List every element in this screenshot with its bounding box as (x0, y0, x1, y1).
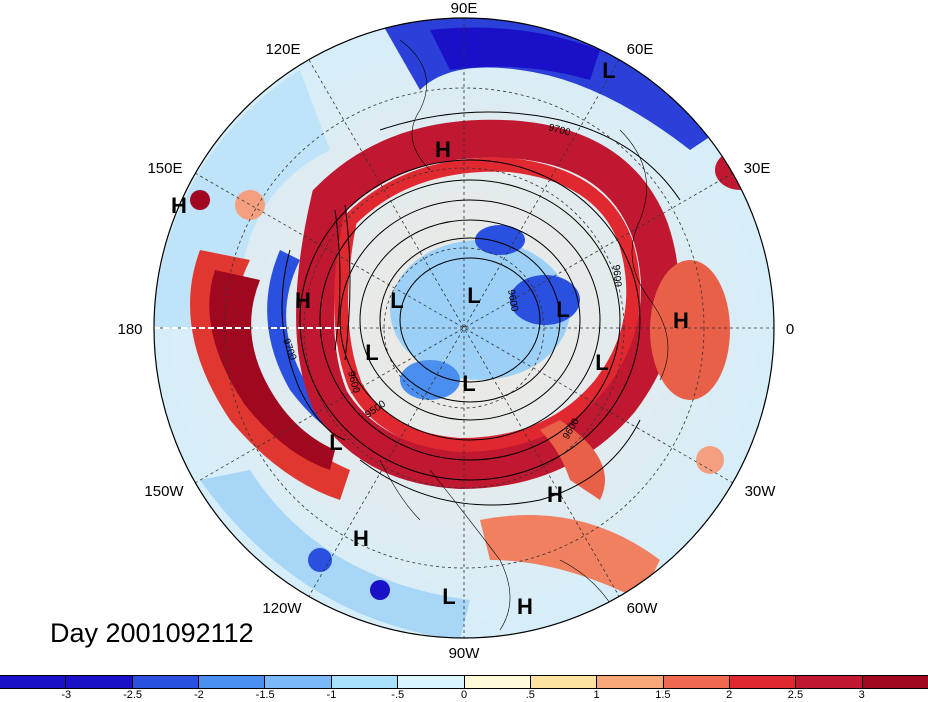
colorbar-tick-labels: -3 -2.5 -2 -1.5 -1 -.5 0 .5 1 1.5 2 2.5 3 (0, 689, 928, 702)
lon-label-upper-left: 120E (265, 41, 300, 58)
longitude-labels: 90E 120E 60E 150E 30E 180 0 150W 30W 120… (117, 0, 794, 662)
pressure-center-label: L (390, 288, 403, 313)
colorbar-swatch (331, 676, 399, 688)
lon-label-lower-right: 60W (627, 600, 659, 617)
colorbar-tick-label: 3 (858, 689, 865, 701)
pressure-center-labels: H L H H L L L L L H L L L H H L H (171, 58, 689, 619)
pressure-center-label: H (547, 482, 563, 507)
colorbar-tick-label: 1.5 (655, 689, 671, 701)
pressure-center-label: H (435, 137, 451, 162)
colorbar-swatch (265, 676, 332, 688)
pressure-center-label: H (171, 193, 187, 218)
lon-label-right-upper: 30E (744, 160, 771, 177)
colorbar-swatch (0, 676, 67, 688)
colorbar-swatch (597, 676, 664, 688)
colorbar-tick-label: -.5 (391, 689, 405, 701)
pressure-center-label: H (295, 288, 311, 313)
colorbar-swatch (796, 676, 863, 688)
map-boundary (153, 17, 775, 639)
pressure-center-label: L (602, 58, 615, 83)
colorbar-swatches (0, 675, 928, 689)
colorbar-tick-label: -1 (326, 689, 337, 701)
pressure-center-label: L (556, 297, 569, 322)
colorbar-swatch (862, 676, 928, 688)
lon-label-top: 90E (451, 0, 478, 17)
pressure-center-label: L (467, 283, 480, 308)
pressure-center-label: L (462, 371, 475, 396)
colorbar-tick-label: 1 (593, 689, 600, 701)
lon-label-left: 180 (117, 321, 142, 338)
lon-label-bottom: 90W (449, 645, 481, 662)
colorbar-swatch (464, 676, 531, 688)
pressure-center-label: L (595, 350, 608, 375)
colorbar-swatch (398, 676, 465, 688)
colorbar-tick-label: -3 (61, 689, 72, 701)
lon-label-left-upper: 150E (147, 160, 182, 177)
colorbar-tick-label: 0 (460, 689, 468, 701)
geopotential-contours (281, 111, 681, 506)
date-label: Day 2001092112 (50, 618, 254, 648)
colorbar-tick-label: -2.5 (123, 689, 143, 701)
colorbar-tick-label: 2.5 (787, 689, 804, 701)
colorbar-swatch (663, 676, 730, 688)
colorbar-tick-label: .5 (525, 689, 535, 701)
lon-label-right: 0 (786, 321, 794, 338)
lon-label-left-lower: 150W (144, 483, 184, 500)
pressure-center-label: L (442, 584, 455, 609)
pressure-center-label: L (329, 430, 342, 455)
colorbar: -3 -2.5 -2 -1.5 -1 -.5 0 .5 1 1.5 2 2.5 3 (0, 675, 928, 702)
colorbar-tick-label: -2 (193, 689, 204, 701)
lon-label-upper-right: 60E (627, 41, 654, 58)
colorbar-swatch (199, 676, 266, 688)
colorbar-tick-label: 2 (726, 689, 733, 701)
contour-label: 9600 (610, 264, 623, 288)
colorbar-swatch (132, 676, 200, 688)
pressure-center-label: H (673, 308, 689, 333)
pressure-center-label: H (353, 526, 369, 551)
colorbar-tick-label: -1.5 (255, 689, 275, 701)
colorbar-swatch (530, 676, 598, 688)
pressure-center-label: H (517, 594, 533, 619)
lon-label-lower-left: 120W (262, 600, 302, 617)
colorbar-swatch (66, 676, 133, 688)
lon-label-right-lower: 30W (745, 483, 777, 500)
pressure-center-label: L (365, 340, 378, 365)
colorbar-swatch (729, 676, 797, 688)
contour-label: 9600 (505, 289, 520, 313)
polar-stereographic-map: 90E 120E 60E 150E 30E 180 0 150W 30W 120… (117, 0, 794, 662)
